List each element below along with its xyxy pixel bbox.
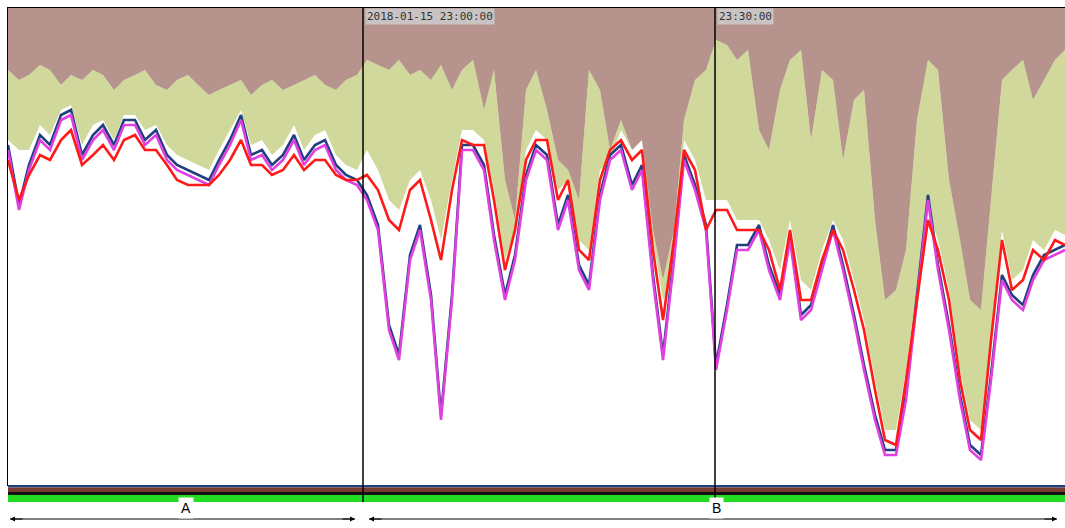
svg-text:A: A (181, 500, 191, 516)
svg-text:2018-01-15 23:00:00: 2018-01-15 23:00:00 (367, 10, 493, 23)
svg-text:B: B (712, 500, 721, 516)
svg-text:23:30:00: 23:30:00 (719, 10, 772, 23)
